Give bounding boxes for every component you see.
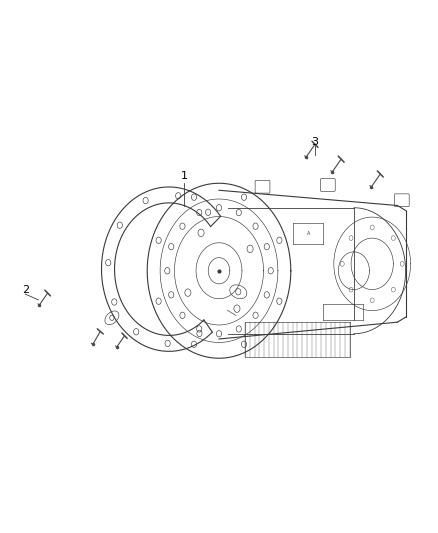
Text: 3: 3 [311, 137, 318, 147]
Text: 1: 1 [181, 172, 187, 181]
Text: A: A [307, 231, 310, 236]
Text: 2: 2 [22, 285, 29, 295]
